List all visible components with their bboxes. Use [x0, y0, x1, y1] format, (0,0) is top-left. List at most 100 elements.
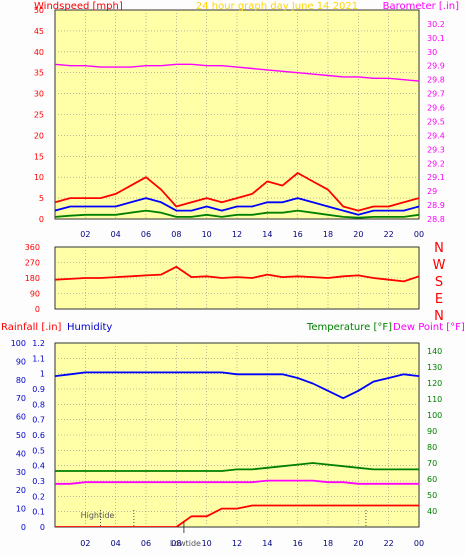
wind-xtick-2: 06	[141, 230, 151, 239]
rain-xtick-8: 18	[323, 539, 333, 548]
baro-ytick-3: 29.1	[427, 173, 445, 182]
wind-xtick-6: 14	[262, 230, 272, 239]
hum-ytick-7: 70	[16, 394, 26, 403]
wind-ytick-2: 10	[34, 173, 44, 182]
lowtide-label: Lowtide	[170, 539, 201, 548]
hum-ytick-0: 0	[21, 523, 26, 532]
rain-ytick-12: 1.2	[32, 339, 45, 348]
wind-gust-line	[55, 172, 419, 212]
rain-xtick-1: 04	[111, 539, 121, 548]
hum-ytick-1: 10	[16, 505, 26, 514]
dir-ytick-3: 270	[25, 259, 40, 268]
temp-ytick-4: 80	[427, 443, 437, 452]
hum-ytick-8: 80	[16, 376, 26, 385]
dir-ytick-1: 90	[30, 290, 40, 299]
wind-ylabel: Windspeed [mph]	[34, 1, 123, 12]
wind-xtick-8: 18	[323, 230, 333, 239]
rain-humidity-temp-chart: Hightide Lowtide 0 10 20 30 40 50 60 70 80 90 100 0…	[1, 322, 465, 548]
dewpoint-line	[55, 479, 419, 485]
temp-ytick-1: 50	[427, 491, 437, 500]
wind-ytick-3: 15	[34, 152, 44, 161]
rain-xtick-11: 00	[414, 539, 424, 548]
wind-ytick-8: 40	[34, 48, 44, 57]
wind-x-axis: 02 04 06 08 10 12 14 16 18 20 22 00	[80, 230, 424, 239]
wind-ytick-6: 30	[34, 90, 44, 99]
baro-ytick-14: 30.2	[427, 20, 445, 29]
chart-title: 24 hour graph day June 14 2021	[196, 1, 358, 12]
dewpoint-ylabel: Dew Point [°F]	[393, 322, 465, 333]
baro-ytick-13: 30.1	[427, 34, 445, 43]
baro-ytick-12: 30	[427, 48, 437, 57]
temperature-ylabel: Temperature [°F]	[306, 322, 392, 333]
humidity-line	[55, 371, 419, 400]
compass-label-3: E	[435, 292, 443, 307]
temperature-line	[55, 462, 419, 472]
compass-label-4: N	[434, 309, 444, 324]
wind-xtick-4: 10	[202, 230, 212, 239]
compass-label-2: S	[435, 275, 443, 290]
baro-ytick-0: 28.8	[427, 215, 445, 224]
temp-ytick-10: 140	[427, 347, 442, 356]
wind-ytick-9: 45	[34, 27, 44, 36]
humidity-axis: 0 10 20 30 40 50 60 70 80 90 100	[11, 339, 26, 532]
hightide-label: Hightide	[81, 511, 115, 520]
rain-ytick-11: 1.1	[32, 354, 45, 363]
barometer-right-axis: 28.8 28.9 29 29.1 29.2 29.3 29.4 29.5 29.6 29.7 29…	[427, 20, 445, 224]
wind-xtick-1: 04	[111, 230, 121, 239]
rain-axis: 0 0.1 0.2 0.3 0.4 0.5 0.6 0.7 0.8 0.9 1 1.1 1.2	[32, 339, 45, 532]
rain-xtick-0: 02	[80, 539, 90, 548]
wind-xtick-9: 20	[353, 230, 363, 239]
wind-ytick-1: 5	[39, 194, 44, 203]
wind-grid	[55, 10, 419, 219]
rain-ytick-7: 0.7	[32, 416, 45, 425]
baro-ytick-10: 29.8	[427, 76, 445, 85]
temp-ytick-0: 40	[427, 507, 437, 516]
wind-xtick-10: 22	[384, 230, 394, 239]
wind-direction-line	[55, 265, 419, 283]
temp-ytick-2: 60	[427, 475, 437, 484]
rain-ylabel: Rainfall [.in]	[1, 322, 62, 333]
hum-ytick-9: 90	[16, 357, 26, 366]
rain-ytick-6: 0.6	[32, 431, 45, 440]
baro-ytick-11: 29.9	[427, 62, 445, 71]
wind-ytick-7: 35	[34, 69, 44, 78]
baro-ytick-4: 29.2	[427, 159, 445, 168]
wind-xtick-3: 08	[171, 230, 181, 239]
hum-ytick-3: 30	[16, 468, 26, 477]
dir-ytick-2: 180	[25, 274, 40, 283]
rainfall-line	[55, 504, 419, 527]
rain-ytick-2: 0.2	[32, 492, 45, 501]
rain-xtick-2: 06	[141, 539, 151, 548]
dir-ytick-0: 0	[35, 305, 40, 314]
rain-grid	[55, 343, 419, 527]
wind-left-axis: 0 5 10 15 20 25 30 35 40 45 50	[34, 6, 44, 224]
rain-ytick-5: 0.5	[32, 446, 45, 455]
baro-ytick-2: 29	[427, 187, 437, 196]
hum-ytick-2: 20	[16, 486, 26, 495]
temp-ytick-6: 100	[427, 411, 442, 420]
hum-ytick-6: 60	[16, 413, 26, 422]
wind-low-line	[55, 209, 419, 219]
rain-xtick-10: 22	[384, 539, 394, 548]
wind-xtick-7: 16	[293, 230, 303, 239]
baro-ytick-9: 29.7	[427, 90, 445, 99]
rain-x-axis: 02 04 06 08 10 12 14 16 18 20 22 00	[80, 539, 424, 548]
rain-ytick-3: 0.3	[32, 477, 45, 486]
baro-ytick-8: 29.6	[427, 104, 445, 113]
baro-ytick-7: 29.5	[427, 117, 445, 126]
wind-ytick-10: 50	[34, 6, 44, 15]
tide-annotations: Hightide Lowtide	[81, 510, 367, 548]
rain-ytick-1: 0.1	[32, 508, 45, 517]
rain-xtick-6: 14	[262, 539, 272, 548]
rain-ytick-4: 0.4	[32, 462, 45, 471]
rain-ytick-9: 0.9	[32, 385, 45, 394]
baro-ytick-1: 28.9	[427, 201, 445, 210]
baro-ytick-5: 29.3	[427, 145, 445, 154]
wind-avg-line	[55, 197, 419, 216]
wind-xtick-5: 12	[232, 230, 242, 239]
wind-ytick-0: 0	[39, 215, 44, 224]
compass-label-1: W	[433, 258, 446, 273]
